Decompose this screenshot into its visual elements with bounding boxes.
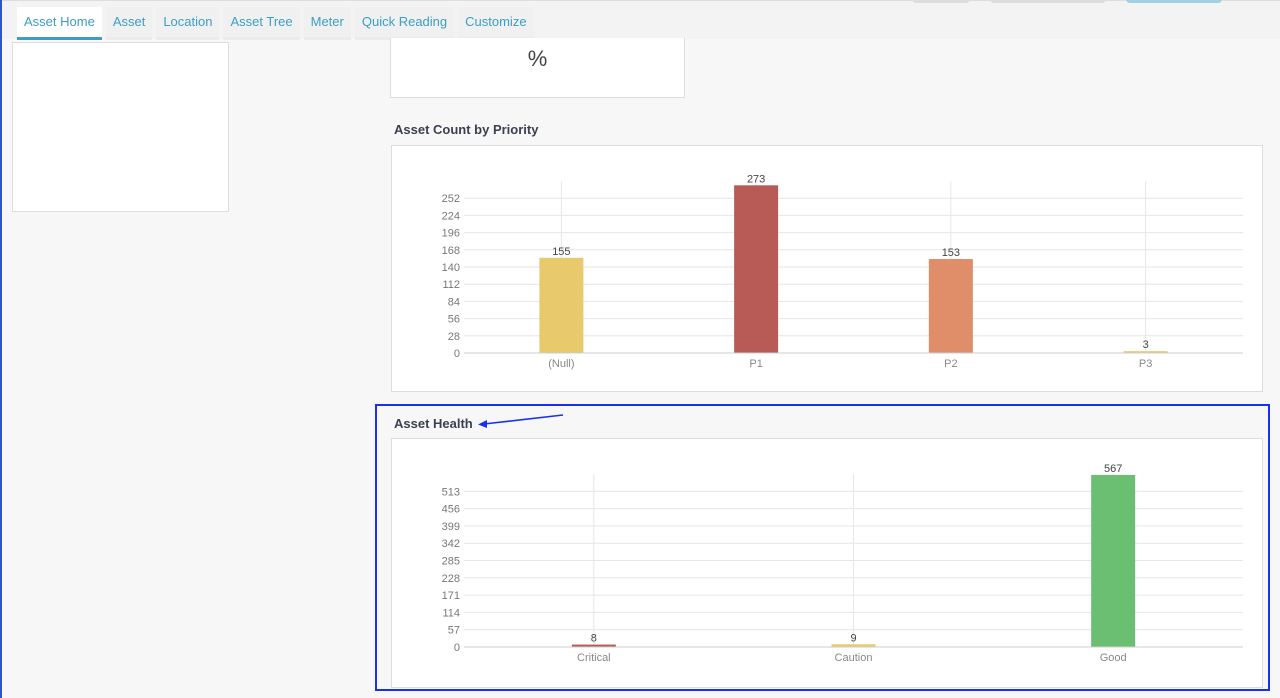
bar-p3 (1123, 351, 1168, 353)
bar-critical (571, 644, 616, 647)
y-tick-label: 28 (448, 331, 460, 343)
data-label: 273 (747, 173, 765, 185)
data-label: 8 (591, 633, 597, 645)
data-label: 567 (1104, 463, 1122, 475)
y-tick-label: 57 (448, 625, 460, 637)
y-tick-label: 0 (454, 642, 460, 654)
y-tick-label: 399 (442, 521, 460, 533)
data-label: 3 (1143, 339, 1149, 351)
y-tick-label: 252 (442, 193, 460, 205)
y-tick-label: 56 (448, 314, 460, 326)
x-tick-label: Good (1100, 652, 1127, 664)
tab-asset-home[interactable]: Asset Home (17, 7, 102, 40)
data-label: 155 (552, 246, 570, 258)
tab-customize[interactable]: Customize (458, 7, 534, 40)
data-label: 153 (942, 247, 960, 259)
header-button[interactable] (912, 0, 970, 3)
x-tick-label: P2 (944, 358, 957, 370)
window-edge (0, 0, 2, 698)
y-tick-label: 513 (442, 486, 460, 498)
kpi-card: % (390, 38, 685, 98)
y-tick-label: 196 (442, 228, 460, 240)
health-chart-card: 0 57 114 171 228 285 342 399 456 513 8 Critical 9 Cau… (391, 438, 1263, 688)
bar-null (539, 257, 584, 353)
y-tick-label: 84 (448, 296, 460, 308)
y-tick-label: 285 (442, 556, 460, 568)
header-button[interactable] (990, 0, 1106, 3)
x-tick-label: Caution (835, 652, 873, 664)
bar-p1 (734, 185, 779, 353)
x-tick-label: P1 (749, 358, 762, 370)
data-label: 9 (850, 632, 856, 644)
y-tick-label: 0 (454, 348, 460, 360)
y-tick-label: 140 (442, 262, 460, 274)
header-button[interactable] (1126, 0, 1222, 3)
y-tick-label: 224 (442, 210, 460, 222)
bar-caution (831, 644, 876, 647)
health-chart: 0 57 114 171 228 285 342 399 456 513 8 Critical 9 Cau… (442, 463, 1243, 664)
y-tick-label: 171 (442, 590, 460, 602)
priority-chart: 0 28 56 84 112 140 168 196 224 252 155 (Null) 273 P1 1… (442, 173, 1243, 370)
x-tick-label: Critical (577, 652, 611, 664)
chart-title-priority: Asset Count by Priority (394, 122, 539, 137)
bar-good (1091, 474, 1136, 647)
y-tick-label: 114 (442, 607, 460, 619)
tab-location[interactable]: Location (156, 7, 220, 40)
y-tick-label: 342 (442, 538, 460, 550)
bar-p2 (928, 259, 973, 353)
y-tick-label: 168 (442, 245, 460, 257)
kpi-unit: % (527, 46, 548, 71)
tab-bar: Asset Home Asset Location Asset Tree Meter Qu… (0, 0, 1280, 40)
tab-asset[interactable]: Asset (105, 7, 153, 40)
tab-quick-reading[interactable]: Quick Reading (354, 7, 455, 40)
arrow-annotation-icon (478, 414, 564, 428)
tab-meter[interactable]: Meter (303, 7, 351, 40)
tab-asset-tree[interactable]: Asset Tree (223, 7, 300, 40)
priority-chart-card: 0 28 56 84 112 140 168 196 224 252 155 (Null) 273 P1 1… (391, 145, 1263, 392)
x-tick-label: (Null) (548, 358, 574, 370)
y-tick-label: 228 (442, 573, 460, 585)
x-tick-label: P3 (1139, 358, 1152, 370)
side-panel (12, 42, 229, 212)
chart-title-health: Asset Health (394, 416, 473, 431)
highlight-box (375, 404, 1270, 691)
y-tick-label: 456 (442, 504, 460, 516)
y-tick-label: 112 (442, 279, 460, 291)
